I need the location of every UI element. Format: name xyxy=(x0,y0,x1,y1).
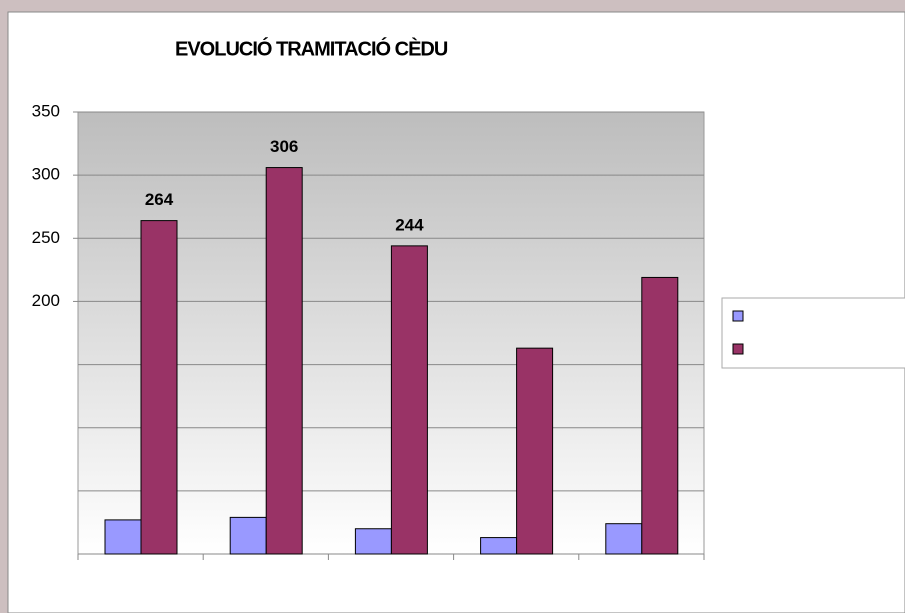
legend-swatch xyxy=(732,343,744,355)
bar xyxy=(104,519,142,555)
y-tick-label: 250 xyxy=(32,228,60,247)
y-tick-label: 200 xyxy=(32,291,60,310)
bar xyxy=(354,528,392,555)
bar xyxy=(641,276,679,555)
bar xyxy=(229,516,267,555)
bar xyxy=(516,347,554,555)
chart-title: EVOLUCIÓ TRAMITACIÓ CÈDU xyxy=(175,36,448,60)
bar xyxy=(265,167,303,555)
bar xyxy=(140,220,178,555)
bar xyxy=(480,537,518,555)
data-label: 244 xyxy=(395,215,424,234)
data-label: 306 xyxy=(270,137,298,156)
y-tick-label: 350 xyxy=(32,101,60,120)
legend-box xyxy=(721,297,905,369)
data-label: 264 xyxy=(145,190,174,209)
y-tick-label: 300 xyxy=(32,165,60,184)
bar xyxy=(390,245,428,555)
legend-swatch xyxy=(732,310,744,322)
bar xyxy=(605,523,643,555)
